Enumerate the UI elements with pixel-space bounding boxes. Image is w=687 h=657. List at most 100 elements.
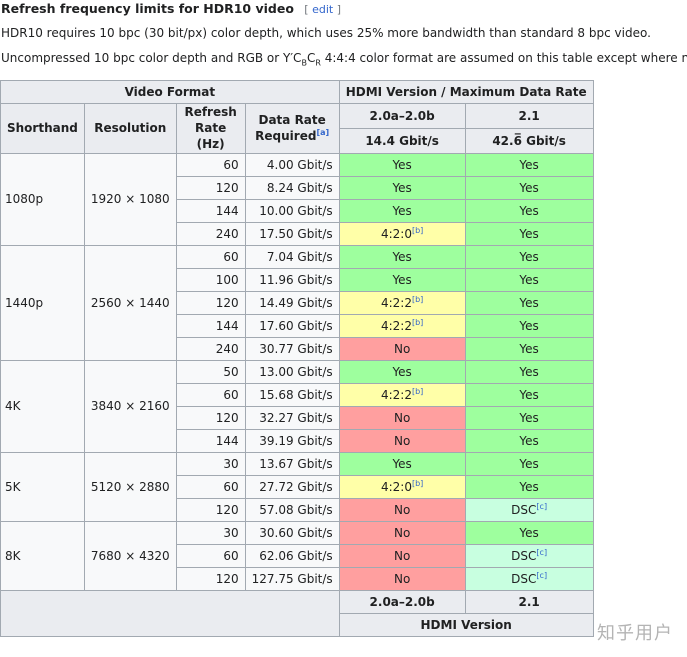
support-value: Yes	[519, 387, 539, 402]
data-rate-cell: 4.00 Gbit/s	[244, 152, 340, 177]
support-value: No	[393, 548, 411, 563]
refresh-cell: 30	[175, 520, 246, 545]
hdmi21-support-cell: DSC[c]	[464, 497, 594, 522]
support-value: No	[393, 571, 411, 586]
ver-2-0: 2.0a–2.0b	[338, 103, 466, 129]
subscript-r: R	[315, 58, 321, 68]
footnote-link[interactable]: [b]	[411, 478, 424, 488]
hdmi21-support-cell: DSC[c]	[464, 566, 594, 591]
footnote-link[interactable]: [b]	[411, 386, 424, 396]
data-rate-cell: 57.08 Gbit/s	[244, 497, 340, 522]
hdmi20-support-cell: Yes	[338, 198, 466, 223]
resolution-cell: 5120 × 2880	[83, 451, 177, 522]
hdmi21-support-cell: Yes	[464, 290, 594, 315]
support-value: Yes	[519, 180, 539, 195]
refresh-cell: 120	[175, 175, 246, 200]
hdmi20-support-cell: Yes	[338, 451, 466, 476]
support-value: 4:2:2	[380, 387, 412, 402]
data-rate-cell: 27.72 Gbit/s	[244, 474, 340, 499]
footnote-link[interactable]: [b]	[411, 225, 424, 235]
intro-paragraph: HDR10 requires 10 bpc (30 bit/px) color …	[1, 26, 651, 40]
col-refresh-rate: Refresh Rate (Hz)	[175, 103, 246, 154]
edit-link[interactable]: edit	[312, 3, 334, 16]
col-resolution: Resolution	[83, 103, 177, 154]
data-rate-cell: 62.06 Gbit/s	[244, 543, 340, 568]
col-shorthand: Shorthand	[0, 103, 85, 154]
footnote-link[interactable]: [b]	[411, 317, 424, 327]
refresh-cell: 60	[175, 244, 246, 269]
support-value: Yes	[519, 433, 539, 448]
data-rate-cell: 11.96 Gbit/s	[244, 267, 340, 292]
data-rate-cell: 39.19 Gbit/s	[244, 428, 340, 453]
rate-2-1: 42.6̅ Gbit/s	[464, 127, 594, 154]
refresh-cell: 144	[175, 313, 246, 338]
support-value: Yes	[392, 272, 412, 287]
assumption-text-end: 4:4:4 color format are assumed on this t…	[320, 51, 687, 65]
table-row: 144 10.00 Gbit/s Yes Yes	[1, 198, 594, 223]
hdmi20-support-cell: No	[338, 336, 466, 361]
data-rate-cell: 10.00 Gbit/s	[244, 198, 340, 223]
refresh-cell: 60	[175, 152, 246, 177]
support-value: Yes	[392, 364, 412, 379]
support-value: 4:2:0	[380, 479, 412, 494]
table-row: 60 62.06 Gbit/s No DSC[c]	[1, 543, 594, 568]
assumption-paragraph: Uncompressed 10 bpc color depth and RGB …	[1, 51, 687, 67]
data-rate-cell: 17.50 Gbit/s	[244, 221, 340, 246]
hdmi20-support-cell: No	[338, 405, 466, 430]
footer-blank	[0, 589, 340, 637]
refresh-cell: 50	[175, 359, 246, 384]
support-value: Yes	[519, 272, 539, 287]
table-row: 120 32.27 Gbit/s No Yes	[1, 405, 594, 430]
hdmi20-support-cell: 4:2:2[b]	[338, 382, 466, 407]
col-data-rate-label: Data Rate Required	[255, 113, 326, 144]
footnote-link[interactable]: [c]	[536, 501, 548, 511]
hdmi20-support-cell: 4:2:2[b]	[338, 290, 466, 315]
support-value: Yes	[392, 249, 412, 264]
hdmi21-support-cell: Yes	[464, 382, 594, 407]
support-value: Yes	[519, 456, 539, 471]
hdmi20-support-cell: No	[338, 428, 466, 453]
support-value: No	[393, 525, 411, 540]
support-value: No	[393, 502, 411, 517]
data-rate-cell: 32.27 Gbit/s	[244, 405, 340, 430]
data-rate-cell: 13.67 Gbit/s	[244, 451, 340, 476]
support-value: Yes	[519, 226, 539, 241]
footnote-link[interactable]: [b]	[411, 294, 424, 304]
table-row: 5K 5120 × 2880 30 13.67 Gbit/s Yes Yes	[0, 451, 594, 522]
section-title: Refresh frequency limits for HDR10 video	[1, 1, 294, 16]
footnote-link[interactable]: [c]	[536, 570, 548, 580]
hdmi21-support-cell: Yes	[464, 451, 594, 476]
hdmi21-support-cell: DSC[c]	[464, 543, 594, 568]
refresh-cell: 120	[175, 566, 246, 591]
hdmi21-support-cell: Yes	[464, 428, 594, 453]
hdmi20-support-cell: Yes	[338, 152, 466, 177]
support-value: No	[393, 341, 411, 356]
table-body: 1080p 1920 × 1080 60 4.00 Gbit/s Yes Yes 120 8.…	[0, 152, 594, 591]
note-a-link[interactable]: [a]	[316, 128, 330, 138]
support-value: Yes	[519, 318, 539, 333]
hdr10-refresh-table: Video Format HDMI Version / Maximum Data…	[0, 80, 594, 637]
data-rate-cell: 13.00 Gbit/s	[244, 359, 340, 384]
footnote-link[interactable]: [c]	[536, 547, 548, 557]
ver-2-1: 2.1	[464, 103, 594, 129]
hdmi21-support-cell: Yes	[464, 359, 594, 384]
table-row: 1440p 2560 × 1440 60 7.04 Gbit/s Yes Yes	[0, 244, 594, 361]
data-rate-cell: 17.60 Gbit/s	[244, 313, 340, 338]
hdmi21-support-cell: Yes	[464, 336, 594, 361]
hdmi20-support-cell: Yes	[338, 175, 466, 200]
refresh-cell: 100	[175, 267, 246, 292]
shorthand-cell: 4K	[0, 359, 85, 453]
data-rate-cell: 127.75 Gbit/s	[244, 566, 340, 591]
support-value: Yes	[519, 249, 539, 264]
refresh-cell: 60	[175, 543, 246, 568]
assumption-text-start: Uncompressed 10 bpc color depth and RGB …	[1, 51, 302, 65]
refresh-cell: 144	[175, 198, 246, 223]
hdmi20-support-cell: Yes	[338, 267, 466, 292]
resolution-cell: 1920 × 1080	[83, 152, 177, 246]
support-value: DSC	[511, 571, 537, 586]
shorthand-cell: 1440p	[0, 244, 85, 361]
shorthand-cell: 5K	[0, 451, 85, 522]
support-value: Yes	[519, 157, 539, 172]
data-rate-cell: 30.60 Gbit/s	[244, 520, 340, 545]
hdmi21-support-cell: Yes	[464, 267, 594, 292]
